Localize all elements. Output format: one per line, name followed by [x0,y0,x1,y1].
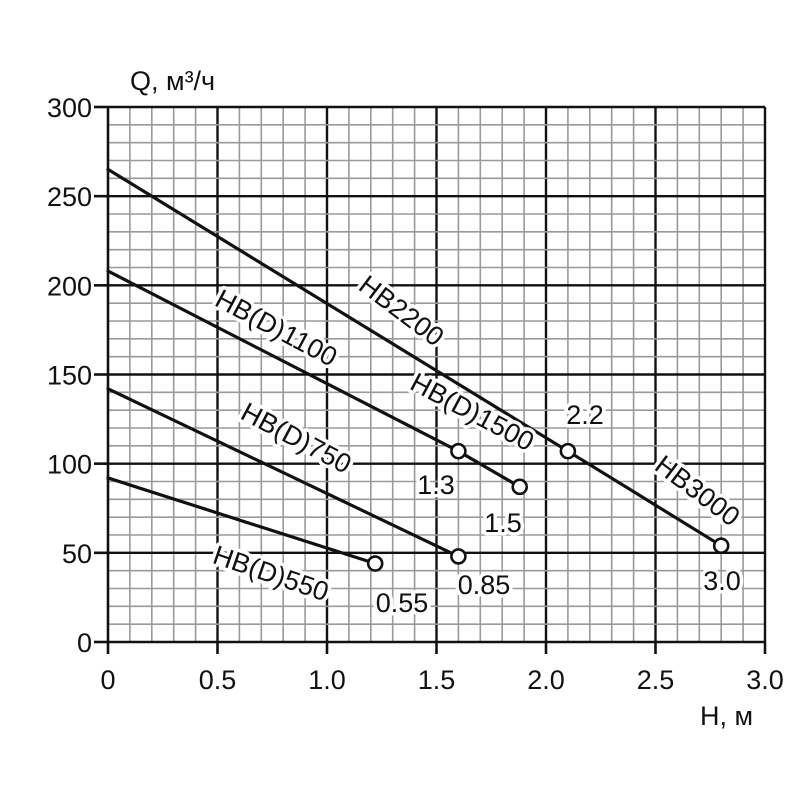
x-axis-label: H, м [700,701,753,731]
y-tick-label: 300 [47,93,92,123]
x-tick-label: 1.5 [418,665,456,695]
power-label: 3.0 [703,566,741,596]
y-tick-label: 0 [77,628,92,658]
y-tick-labels: 0 50 100 150 200 250 300 [47,93,92,658]
endpoint-marker [712,537,730,555]
y-tick-label: 250 [47,182,92,212]
series-label-hbd550: HB(D)550 [209,540,332,607]
curve-hb3000 [566,449,723,548]
y-tick-label: 200 [47,271,92,301]
x-tick-label: 0.5 [199,665,237,695]
x-tick-label: 3.0 [746,665,784,695]
grid [108,107,765,642]
curve-hbd750 [106,387,460,559]
series-label-hbd1500: HB(D)1500 [406,367,539,457]
endpoint-marker [450,548,467,565]
x-tick-label: 2.0 [527,665,565,695]
power-label: 0.85 [458,570,511,600]
y-tick-label: 150 [47,361,92,391]
power-label: 1.5 [484,508,522,538]
curve-hbd1500 [456,449,522,489]
y-axis-label: Q, м³/ч [130,66,215,96]
x-tick-label: 1.0 [308,665,346,695]
x-tick-label: 0 [100,665,115,695]
y-tick-label: 50 [62,539,92,569]
axes [94,105,767,654]
endpoint-marker [511,478,529,496]
endpoints [366,442,730,572]
endpoint-marker [450,442,467,460]
endpoint-marker [559,442,577,460]
y-tick-label: 100 [47,450,92,480]
curve-hb2200 [106,167,570,453]
x-tick-labels: 0 0.5 1.0 1.5 2.0 2.5 3.0 [100,665,783,695]
x-tick-label: 2.5 [637,665,675,695]
series-label-hbd750: HB(D)750 [236,397,356,480]
curves [106,167,723,566]
curve-hbd1100 [106,269,460,453]
curve-hbd550 [106,476,377,566]
endpoint-marker [366,555,384,572]
power-label: 2.2 [566,400,604,430]
power-label: 0.55 [376,588,429,618]
series-label-hb2200: HB2200 [353,269,449,352]
power-label: 1.3 [417,470,455,500]
series-label-hb3000: HB3000 [649,449,745,532]
